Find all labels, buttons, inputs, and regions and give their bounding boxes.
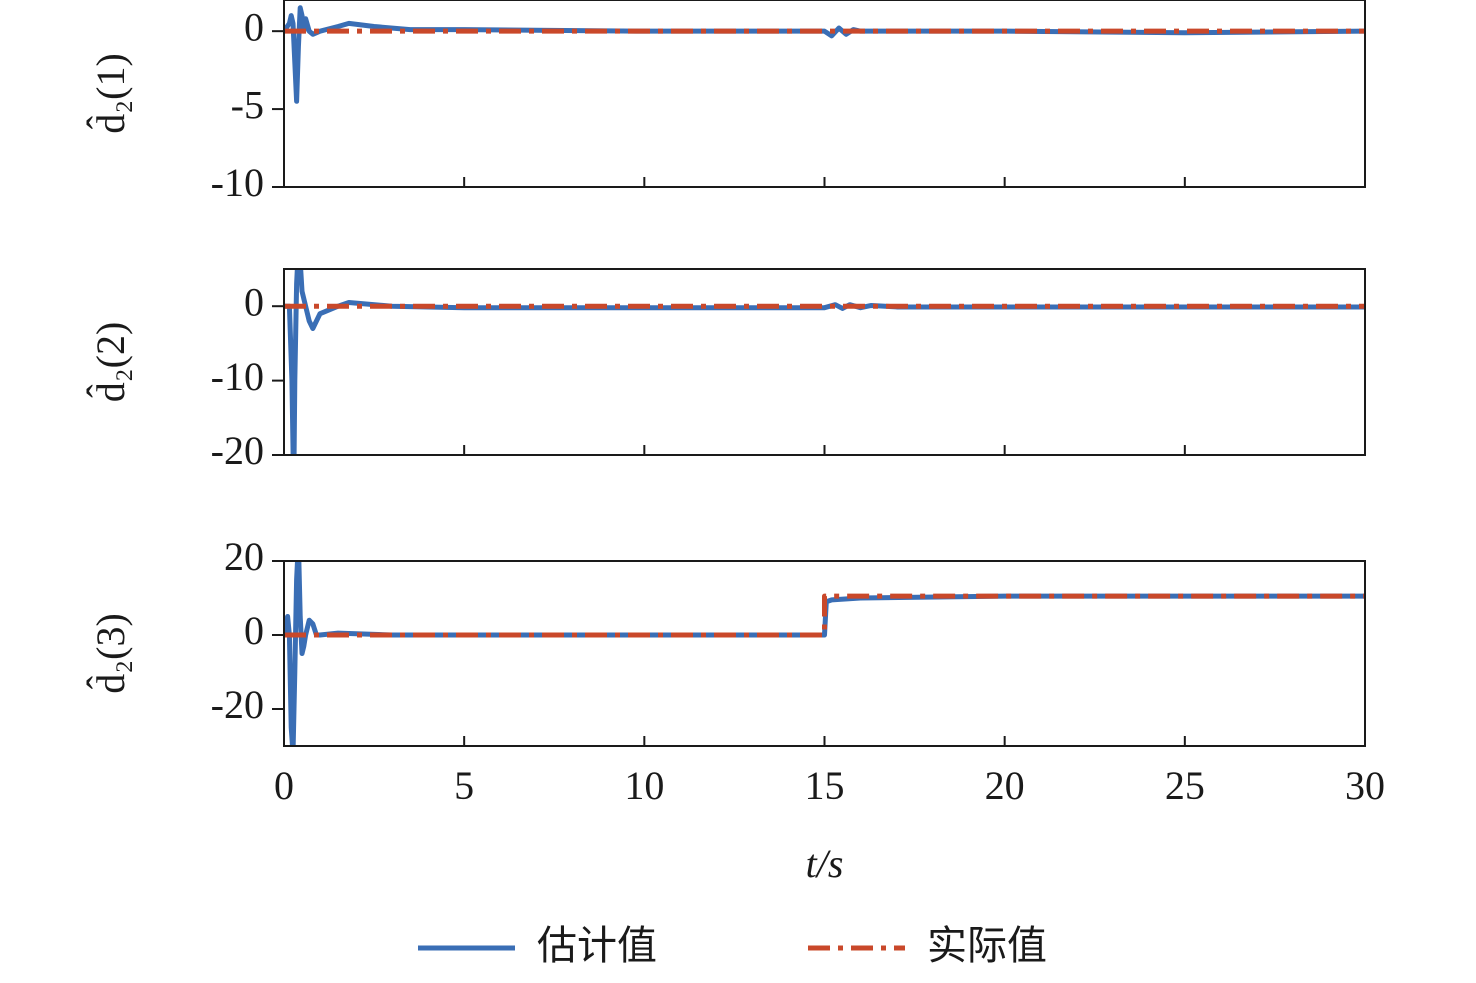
legend-label: 实际值 — [927, 923, 1047, 969]
y-tick-label: 0 — [244, 608, 264, 653]
x-tick-label: 0 — [274, 763, 294, 808]
plot-area — [284, 561, 1365, 746]
x-tick-label: 10 — [624, 763, 664, 808]
plot-frame — [283, 268, 1366, 456]
y-axis-label: d̂₂(1) — [87, 53, 133, 134]
y-tick-label: 0 — [244, 4, 264, 49]
x-tick-label: 20 — [985, 763, 1025, 808]
y-tick-label: -20 — [211, 682, 264, 727]
plot-area — [284, 269, 1365, 455]
y-tick-label: 20 — [224, 534, 264, 579]
y-tick-label: -20 — [211, 428, 264, 473]
data-line — [284, 5, 1365, 104]
x-tick-label: 30 — [1345, 763, 1385, 808]
y-tick-label: -5 — [231, 82, 264, 127]
legend-label: 估计值 — [537, 923, 657, 969]
plot-frame — [283, 560, 1366, 747]
x-axis-label: t/s — [806, 841, 844, 886]
y-axis-label: d̂₂(3) — [87, 613, 133, 694]
x-tick-label: 25 — [1165, 763, 1205, 808]
y-tick-label: 0 — [244, 279, 264, 324]
y-tick-label: -10 — [211, 354, 264, 399]
data-line — [284, 593, 1365, 638]
y-axis-label: d̂₂(2) — [87, 322, 133, 403]
x-tick-label: 5 — [454, 763, 474, 808]
plot-area — [284, 5, 1365, 104]
data-line — [284, 561, 1365, 746]
y-tick-label: -10 — [211, 160, 264, 205]
x-tick-label: 15 — [805, 763, 845, 808]
